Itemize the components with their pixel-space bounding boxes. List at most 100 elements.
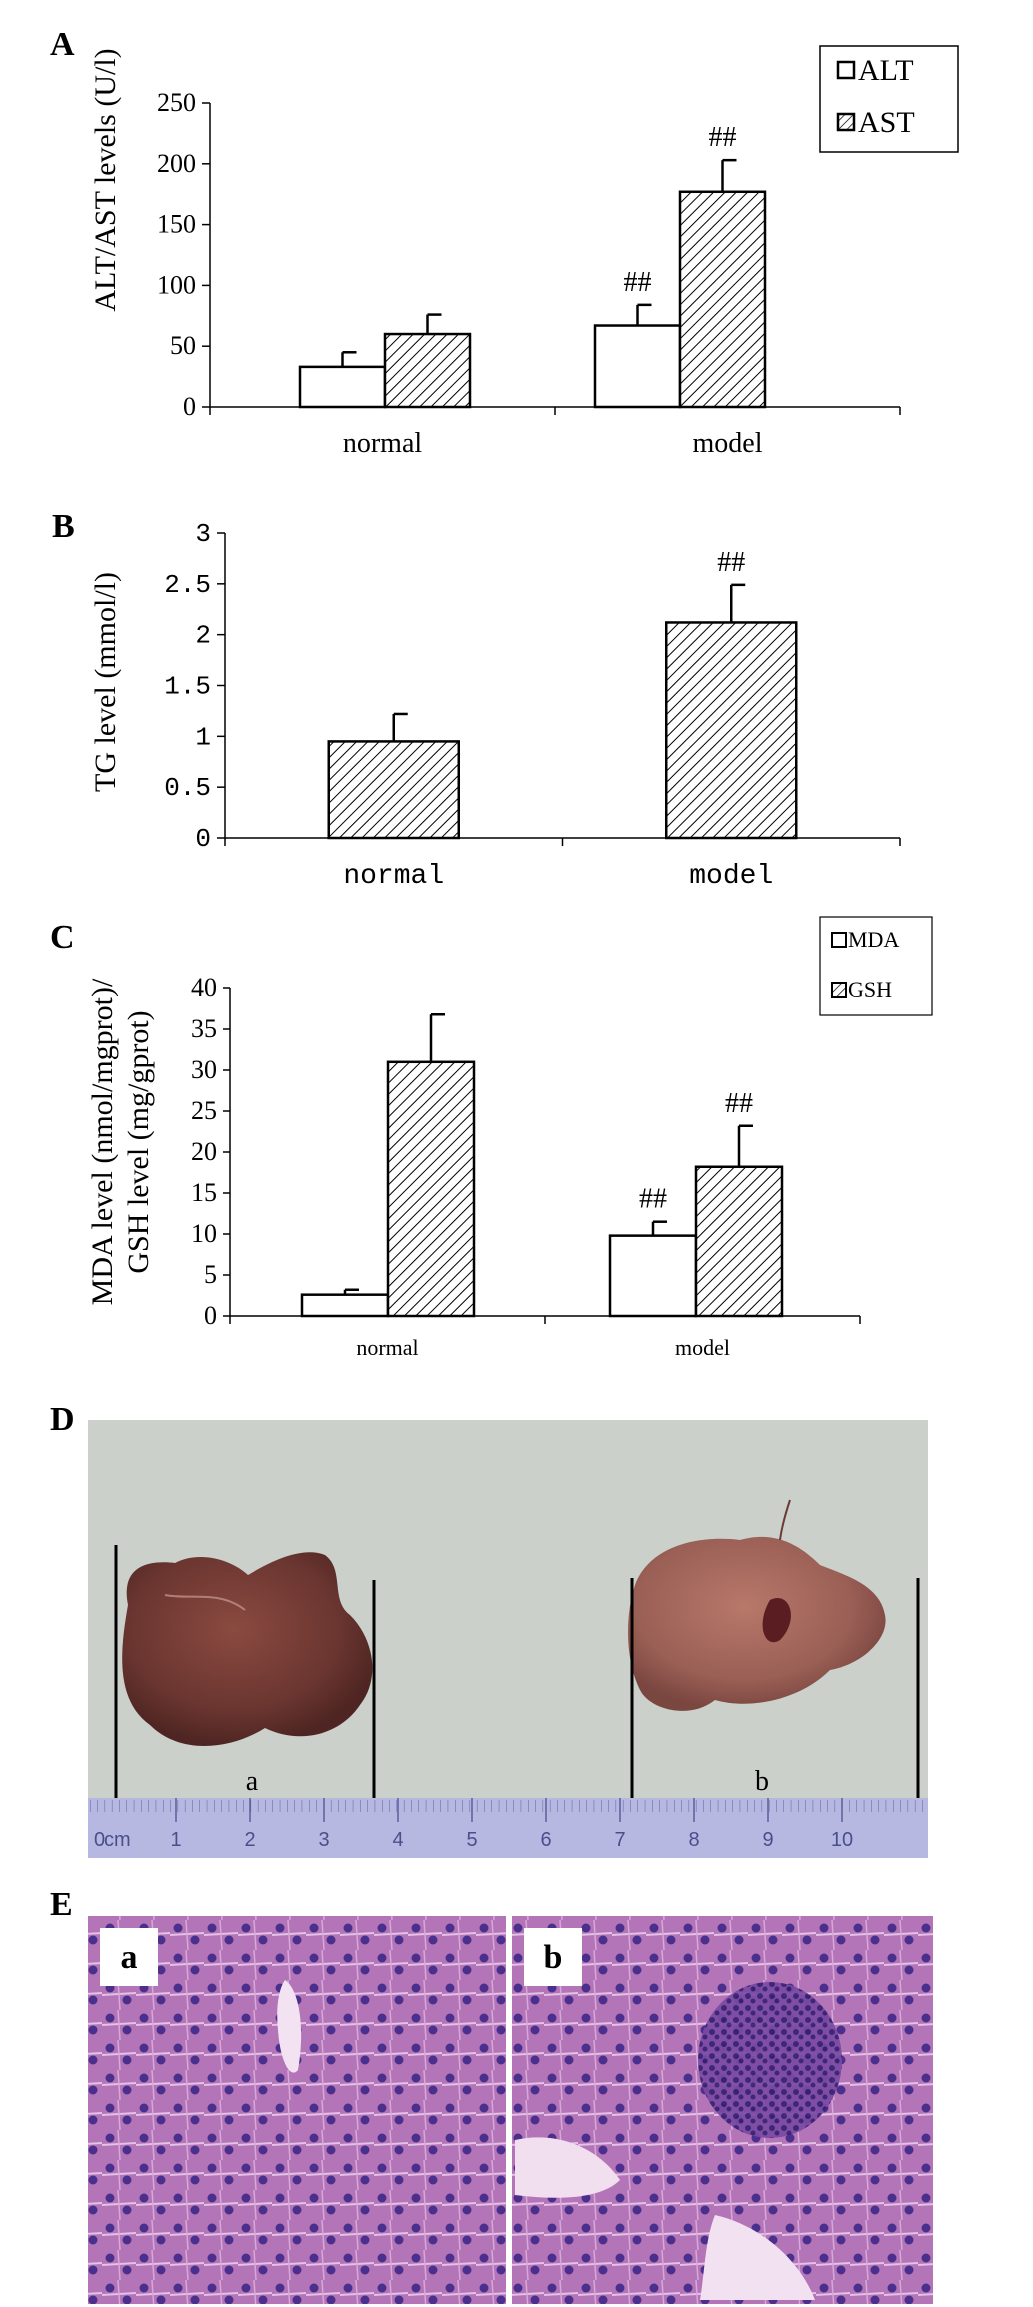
panel-e-histology: E a b <box>50 1886 933 2304</box>
liver-a-highlight <box>164 1594 246 1611</box>
panel-a-legend-swatch-ast <box>836 112 856 132</box>
panel-c-legend-gsh: GSH <box>848 977 892 1002</box>
panel-a-legend-swatch-alt <box>836 60 856 80</box>
panel-a-y-tick-label: 150 <box>157 210 196 239</box>
panel-c-x-ticks: normal model <box>229 1315 861 1360</box>
panel-a-x-tick-label: normal <box>343 428 423 459</box>
panel-b-y-ticks: 0 0.5 1 1.5 2 2.5 3 <box>164 519 226 854</box>
panel-a-bars: ## ## <box>298 122 767 409</box>
histology-a-label: a <box>121 1939 138 1976</box>
ruler-number: 0 <box>94 1829 105 1851</box>
panel-e-letter: E <box>50 1886 73 1923</box>
ruler-number: 6 <box>540 1829 551 1851</box>
panel-a-y-tick-label: 50 <box>170 331 196 360</box>
panel-c-significance-label: ## <box>725 1088 753 1119</box>
panel-c-y-tick-label: 10 <box>191 1219 217 1248</box>
panel-a-bar-ast-normal <box>383 332 472 409</box>
panel-c-y-tick-label: 30 <box>191 1055 217 1084</box>
panel-c-y-tick-label: 40 <box>191 973 217 1002</box>
panel-b-bar-value-normal <box>327 740 460 840</box>
panel-a-bar-alt-normal <box>298 365 387 409</box>
panel-a-y-ticks: 0 50 100 150 200 250 <box>157 88 211 421</box>
panel-a-y-tick-label: 250 <box>157 88 196 117</box>
ruler-number: 3 <box>318 1829 329 1851</box>
histology-b-vessel-bottom <box>700 2215 815 2300</box>
panel-a-y-axis-label: ALT/AST levels (U/l) <box>89 48 122 311</box>
panel-a-bar-alt-model <box>593 324 682 409</box>
panel-c-legend-mda: MDA <box>848 927 899 952</box>
panel-c-y-axis-label-line1: MDA level (nmol/mgprot)/ <box>86 978 119 1305</box>
panel-c-y-tick-label: 15 <box>191 1178 217 1207</box>
ruler-unit: cm <box>104 1829 131 1851</box>
panel-a-significance-label: ## <box>624 267 652 298</box>
histology-b-label: b <box>544 1939 563 1976</box>
ruler-number: 5 <box>466 1829 477 1851</box>
panel-c-y-tick-label: 35 <box>191 1014 217 1043</box>
panel-a-y-axis-title: ALT/AST levels (U/l) <box>89 48 122 311</box>
panel-c-legend: MDA GSH <box>819 916 933 1016</box>
panel-a-chart: A ALT/AST levels (U/l) 0 50 100 150 200 250 #… <box>50 26 959 459</box>
panel-b-x-tick-label: normal <box>343 861 444 892</box>
panel-c-legend-swatch-gsh <box>831 982 847 998</box>
panel-c-bar-mda-model <box>608 1234 698 1318</box>
panel-c-x-tick-label: model <box>675 1335 730 1360</box>
panel-b-y-tick-label: 0 <box>195 824 211 854</box>
histology-a-central-vein <box>277 1980 302 2073</box>
liver-b-image <box>628 1536 886 1711</box>
panel-d-letter: D <box>50 1401 75 1438</box>
liver-b-vessel <box>779 1499 791 1541</box>
panel-b-y-axis-label: TG level (mmol/l) <box>89 572 122 792</box>
panel-a-significance-label: ## <box>709 122 737 153</box>
panel-a-y-tick-label: 200 <box>157 149 196 178</box>
panel-a-letter: A <box>50 26 75 63</box>
ruler-number: 10 <box>831 1829 853 1851</box>
panel-c-x-tick-label: normal <box>356 1335 418 1360</box>
liver-a-label: a <box>246 1766 259 1797</box>
panel-c-letter: C <box>50 919 75 956</box>
liver-b-label: b <box>755 1766 769 1797</box>
panel-b-y-tick-label: 0.5 <box>164 773 211 803</box>
histology-a-label-box <box>100 1928 158 1986</box>
panel-b-y-tick-label: 2 <box>195 621 211 651</box>
panel-b-y-tick-label: 1 <box>195 722 211 752</box>
ruler-number: 2 <box>244 1829 255 1851</box>
panel-b-y-tick-label: 3 <box>195 519 211 549</box>
ruler-minor-ticks <box>88 1798 928 1812</box>
ruler-labels: 0 1 2 3 4 5 6 7 8 9 10 <box>94 1798 853 1851</box>
panel-a-y-tick-label: 0 <box>183 392 196 421</box>
panel-c-legend-swatch-mda <box>831 932 847 948</box>
panel-c-y-tick-label: 20 <box>191 1137 217 1166</box>
panel-a-legend-alt: ALT <box>858 54 914 87</box>
panel-c-y-tick-label: 5 <box>204 1260 217 1289</box>
panel-a-y-tick-label: 100 <box>157 270 196 299</box>
panel-b-letter: B <box>52 508 75 545</box>
ruler-number: 9 <box>762 1829 773 1851</box>
panel-d-photo: D a b 0 1 2 3 4 5 6 7 8 9 10 cm <box>50 1401 928 1858</box>
ruler-number: 1 <box>170 1829 181 1851</box>
histology-b-label-box <box>524 1928 582 1986</box>
ruler-number: 7 <box>614 1829 625 1851</box>
panel-c-bars: ## ## <box>300 1012 784 1318</box>
panel-c-significance-label: ## <box>639 1184 667 1215</box>
panel-a-legend-box <box>819 45 959 153</box>
panel-a-bar-ast-model <box>678 190 767 409</box>
panel-b-bars: ## <box>327 547 798 840</box>
panel-a-legend: ALT AST <box>819 45 959 153</box>
panel-b-x-ticks: normal model <box>224 837 901 892</box>
panel-a-legend-ast: AST <box>858 106 915 139</box>
panel-b-bar-value-model <box>665 621 798 840</box>
panel-b-x-tick-label: model <box>689 861 773 892</box>
panel-b-significance-label: ## <box>717 547 745 578</box>
panel-c-y-tick-label: 25 <box>191 1096 217 1125</box>
panel-c-bar-mda-normal <box>300 1293 390 1318</box>
ruler-number: 8 <box>688 1829 699 1851</box>
panel-c-bar-gsh-model <box>694 1165 784 1318</box>
panel-c-y-ticks: 0 5 10 15 20 25 30 35 40 <box>191 973 231 1330</box>
panel-b-y-tick-label: 1.5 <box>164 672 211 702</box>
histology-b-vessel-left <box>515 2137 620 2198</box>
ruler-number: 4 <box>392 1829 403 1851</box>
liver-a-image <box>122 1552 373 1747</box>
liver-b-lesion <box>762 1598 791 1643</box>
panel-a-x-tick-label: model <box>693 428 763 459</box>
